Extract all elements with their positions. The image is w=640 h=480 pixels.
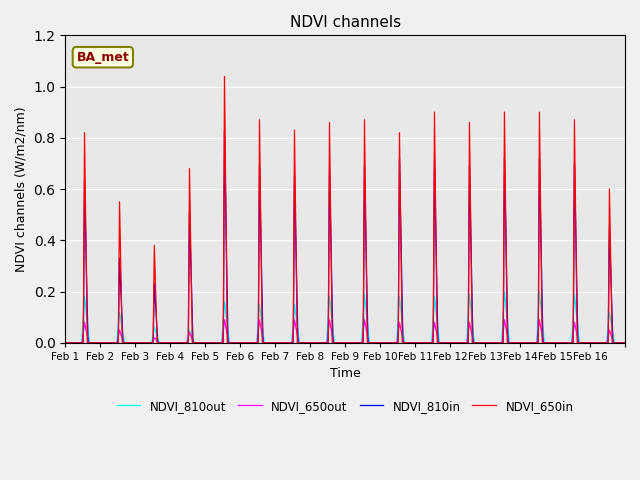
X-axis label: Time: Time: [330, 367, 360, 380]
NDVI_650out: [536, 318, 543, 324]
NDVI_650in: [615, 340, 623, 346]
NDVI_810in: [621, 340, 629, 346]
Y-axis label: NDVI channels (W/m2/nm): NDVI channels (W/m2/nm): [15, 106, 28, 272]
NDVI_650in: [61, 340, 69, 346]
NDVI_810out: [502, 305, 510, 311]
NDVI_650out: [176, 340, 184, 346]
NDVI_650in: [467, 189, 474, 194]
NDVI_810out: [500, 288, 508, 294]
NDVI_650in: [502, 239, 510, 245]
NDVI_650out: [221, 317, 228, 323]
NDVI_810in: [221, 127, 228, 133]
Title: NDVI channels: NDVI channels: [289, 15, 401, 30]
NDVI_650in: [221, 73, 228, 79]
NDVI_650out: [467, 324, 474, 329]
NDVI_650out: [615, 340, 623, 346]
NDVI_810in: [536, 165, 543, 170]
Line: NDVI_810out: NDVI_810out: [65, 291, 625, 343]
NDVI_810out: [615, 340, 623, 346]
NDVI_650out: [61, 340, 69, 346]
NDVI_810in: [417, 340, 425, 346]
NDVI_810in: [502, 239, 510, 244]
NDVI_810out: [176, 340, 184, 346]
NDVI_650out: [417, 340, 425, 346]
NDVI_650in: [621, 340, 629, 346]
NDVI_810in: [61, 340, 69, 346]
NDVI_810out: [417, 340, 425, 346]
NDVI_650out: [621, 340, 629, 346]
NDVI_810out: [621, 340, 629, 346]
NDVI_650out: [502, 325, 510, 331]
Line: NDVI_650in: NDVI_650in: [65, 76, 625, 343]
Legend: NDVI_810out, NDVI_650out, NDVI_810in, NDVI_650in: NDVI_810out, NDVI_650out, NDVI_810in, ND…: [112, 395, 578, 417]
NDVI_810in: [176, 340, 184, 346]
NDVI_810out: [467, 298, 474, 304]
NDVI_650in: [176, 340, 184, 346]
Text: BA_met: BA_met: [76, 51, 129, 64]
NDVI_650in: [417, 340, 425, 346]
NDVI_810out: [61, 340, 69, 346]
NDVI_810out: [536, 290, 543, 296]
NDVI_650in: [536, 124, 543, 130]
Line: NDVI_810in: NDVI_810in: [65, 130, 625, 343]
Line: NDVI_650out: NDVI_650out: [65, 320, 625, 343]
NDVI_810in: [467, 207, 474, 213]
NDVI_810in: [615, 340, 623, 346]
